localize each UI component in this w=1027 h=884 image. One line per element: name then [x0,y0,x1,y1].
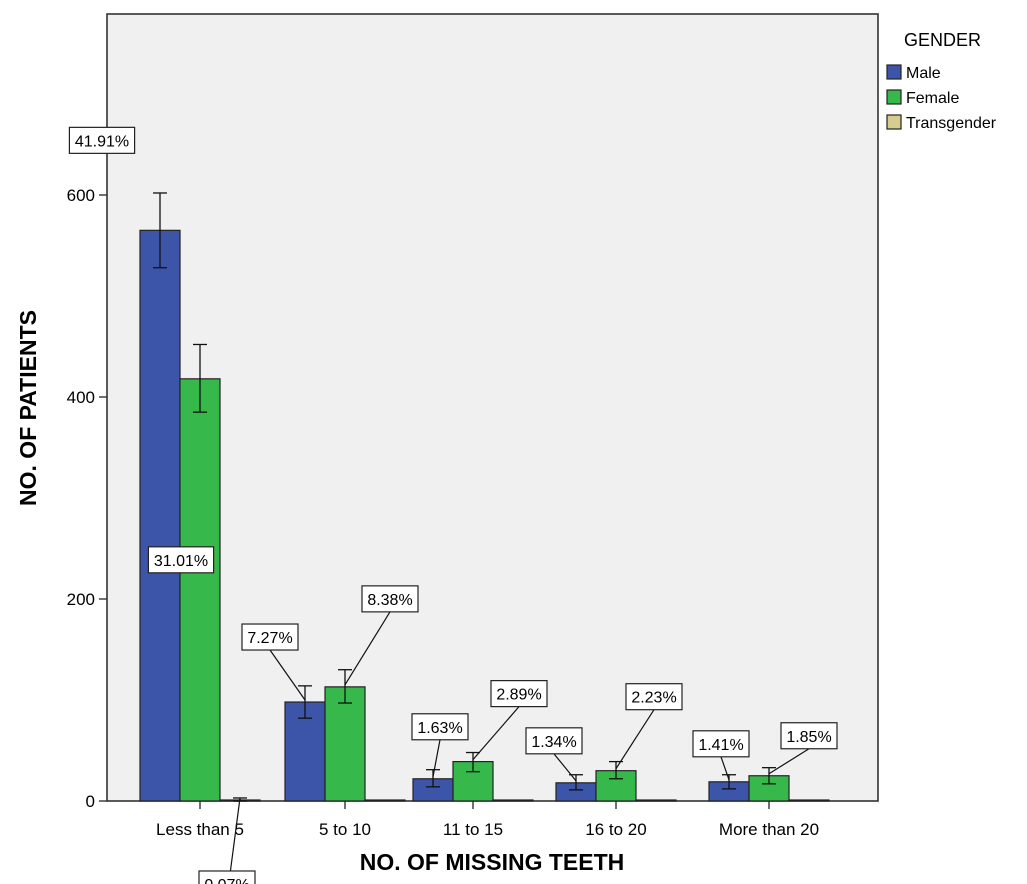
legend-swatch-transgender [886,114,902,130]
data-label-text: 2.89% [496,687,541,704]
data-label-female-1: 31.01% [147,546,215,574]
data-label-leader [615,709,655,770]
data-label-box [625,683,683,711]
data-label-box [68,126,136,154]
bar-transgender-3 [492,799,534,802]
data-label-male-4: 1.34% [525,727,583,782]
legend-swatch-male [886,64,902,80]
x-tick-label: Less than 5 [156,820,244,839]
data-label-box [361,585,419,613]
legend-label-transgender: Transgender [906,115,997,132]
data-label-text: 1.85% [786,729,831,746]
y-tick-label: 200 [67,590,95,609]
bar-transgender-2 [364,799,406,802]
data-label-male-2: 7.27% [241,623,306,701]
data-label-text: 0.07% [204,877,249,884]
x-axis-title: NO. OF MISSING TEETH [360,849,625,875]
data-label-text: 41.91% [75,133,129,150]
data-label-female-4: 2.23% [615,683,683,770]
data-label-text: 31.01% [154,553,208,570]
data-label-text: 8.38% [367,592,412,609]
y-tick-label: 400 [67,388,95,407]
data-label-leader [720,756,730,781]
data-label-text: 1.41% [698,737,743,754]
data-label-box [411,713,469,741]
legend-label-female: Female [906,90,959,107]
bar-female-1 [179,378,221,802]
data-label-leader [553,753,577,782]
x-tick-label: 16 to 20 [585,820,646,839]
bar-transgender-4 [635,799,677,802]
data-label-leader [269,649,306,701]
data-label-female-3: 2.89% [472,680,548,761]
legend-swatch-female [886,89,902,105]
legend-label-male: Male [906,65,941,82]
x-tick-label: 5 to 10 [319,820,371,839]
y-axis-title: NO. OF PATIENTS [15,310,41,506]
y-tick-label: 0 [86,792,95,811]
data-label-box [692,730,750,758]
bar-male-1 [139,229,181,802]
legend: Male Female Transgender [886,64,997,132]
data-label-male-5: 1.41% [692,730,750,781]
bar-transgender-5 [788,799,830,802]
data-label-leader [472,706,520,761]
data-label-female-5: 1.85% [768,722,838,775]
data-label-female-2: 8.38% [344,585,419,686]
data-label-leader [432,739,441,777]
data-label-leader [768,748,810,775]
data-label-leader [344,611,391,686]
legend-title: GENDER [904,30,981,50]
data-label-box [147,546,215,574]
y-tick-label: 600 [67,186,95,205]
data-label-text: 2.23% [631,690,676,707]
data-label-box [780,722,838,750]
data-label-text: 7.27% [247,630,292,647]
data-label-text: 1.34% [531,734,576,751]
x-tick-label: 11 to 15 [443,820,503,839]
data-label-box [490,680,548,708]
data-label-transgender-1: 0.07% [198,797,256,884]
data-label-male-1: 41.91% [68,126,136,154]
data-label-male-3: 1.63% [411,713,469,777]
data-label-box [525,727,583,755]
data-label-text: 1.63% [417,720,462,737]
plot-background [106,13,879,802]
x-tick-label: More than 20 [719,820,819,839]
plot-layer: 0 200 400 600 Less than 5 5 to 10 11 to 15 16 t… [67,126,838,884]
bar-female-2 [324,686,366,802]
data-label-box [241,623,299,651]
